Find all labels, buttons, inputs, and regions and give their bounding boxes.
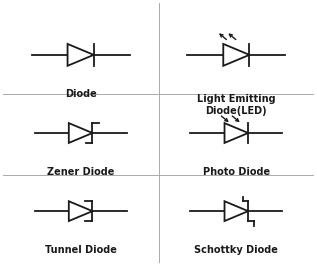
Polygon shape	[224, 201, 248, 221]
Polygon shape	[69, 123, 93, 143]
Text: Schottky Diode: Schottky Diode	[194, 245, 278, 255]
Text: Light Emitting
Diode(LED): Light Emitting Diode(LED)	[197, 94, 276, 116]
Text: Tunnel Diode: Tunnel Diode	[45, 245, 117, 255]
Text: Zener Diode: Zener Diode	[47, 167, 114, 177]
Polygon shape	[224, 123, 248, 143]
Polygon shape	[69, 201, 93, 221]
Polygon shape	[223, 44, 249, 66]
Text: Photo Diode: Photo Diode	[203, 167, 270, 177]
Polygon shape	[68, 44, 94, 66]
Text: Diode: Diode	[65, 89, 96, 99]
